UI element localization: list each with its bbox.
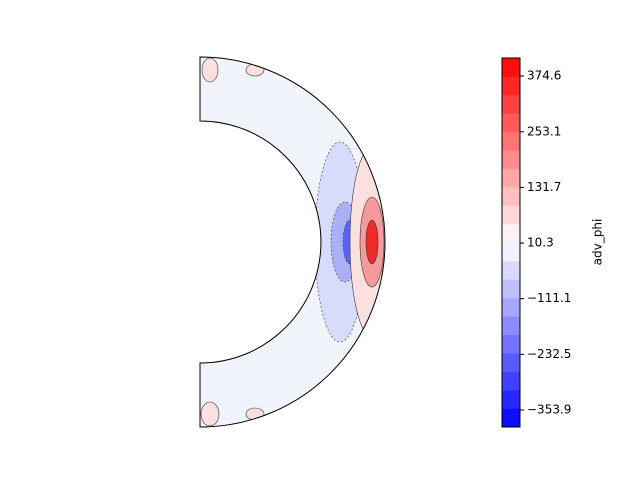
red-region bbox=[201, 57, 219, 83]
colorbar-band bbox=[502, 408, 520, 428]
colorbar-label: adv_phi bbox=[591, 219, 605, 266]
red-core bbox=[365, 219, 379, 265]
colorbar-band bbox=[502, 205, 520, 225]
colorbar-band bbox=[502, 187, 520, 206]
colorbar-band bbox=[502, 371, 520, 391]
colorbar-tick-label: 253.1 bbox=[527, 124, 561, 138]
colorbar-band bbox=[502, 224, 520, 243]
colorbar-band bbox=[502, 94, 520, 114]
colorbar-tick-label: −111.1 bbox=[527, 291, 571, 305]
colorbar-band bbox=[502, 334, 520, 354]
colorbar-band bbox=[502, 279, 520, 299]
colorbar-band bbox=[502, 131, 520, 151]
colorbar-band bbox=[502, 76, 520, 96]
colorbar-band bbox=[502, 390, 520, 409]
colorbar-tick-label: 131.7 bbox=[527, 180, 561, 194]
colorbar-band bbox=[502, 113, 520, 133]
colorbar-band bbox=[502, 168, 520, 188]
colorbar-frame bbox=[501, 57, 521, 428]
colorbar-band bbox=[502, 297, 520, 317]
colorbar-tick-label: −232.5 bbox=[527, 347, 571, 361]
shell-outline bbox=[199, 56, 386, 428]
colorbar-band bbox=[502, 242, 520, 262]
colorbar-tick-label: −353.9 bbox=[527, 402, 571, 416]
colorbar-band bbox=[502, 150, 520, 169]
colorbar-band bbox=[502, 58, 520, 77]
field bbox=[200, 57, 385, 427]
colorbar-tick-label: 10.3 bbox=[527, 236, 554, 250]
red-region bbox=[200, 401, 220, 427]
colorbar-tick-label: 374.6 bbox=[527, 69, 561, 83]
colorbar-band bbox=[502, 353, 520, 372]
colorbar-band bbox=[502, 260, 520, 280]
colorbar-band bbox=[502, 316, 520, 336]
